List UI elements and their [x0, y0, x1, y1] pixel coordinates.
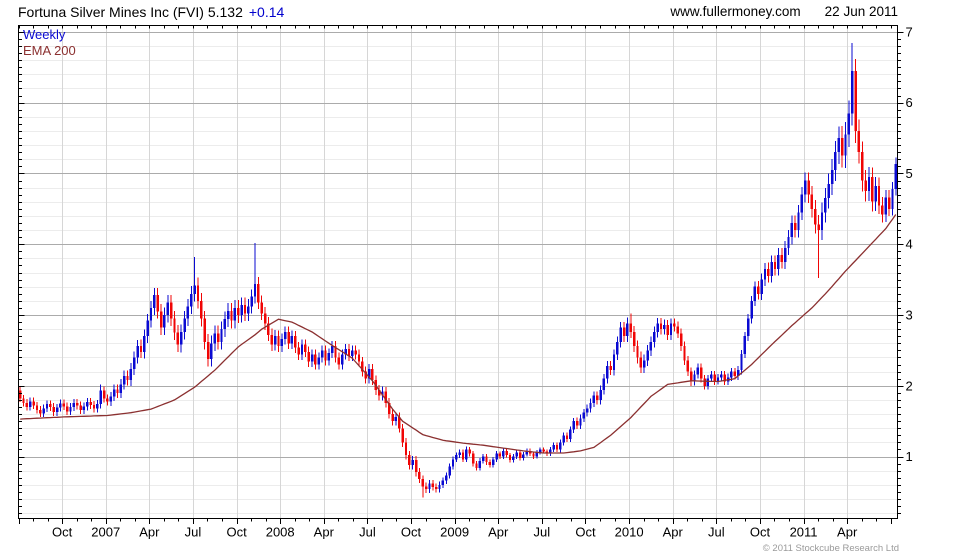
plot-frame [18, 25, 898, 519]
svg-text:2007: 2007 [91, 525, 120, 540]
svg-text:3: 3 [906, 308, 913, 323]
svg-text:5: 5 [906, 166, 913, 181]
website-text: www.fullermoney.com [670, 4, 801, 19]
chart-title: Fortuna Silver Mines Inc (FVI) 5.132 +0.1… [18, 4, 284, 20]
header-right: www.fullermoney.com 22 Jun 2011 [670, 4, 898, 19]
y-axis-labels: 1 2 3 4 5 6 7 [906, 24, 913, 464]
svg-text:7: 7 [906, 24, 913, 39]
svg-text:Apr: Apr [663, 525, 684, 540]
svg-text:2011: 2011 [790, 525, 818, 540]
price-change: +0.14 [248, 4, 285, 20]
svg-text:Oct: Oct [401, 525, 422, 540]
ema-200-line [20, 214, 897, 454]
svg-text:6: 6 [906, 95, 913, 110]
svg-text:1: 1 [906, 449, 913, 464]
axis-ticks [18, 25, 904, 524]
svg-text:Oct: Oct [226, 525, 247, 540]
svg-text:Apr: Apr [314, 525, 335, 540]
x-axis-labels: Oct 2007 Apr Jul Oct 2008 Apr Jul Oct 2009 Apr Jul O… [52, 525, 858, 540]
svg-text:2008: 2008 [266, 525, 295, 540]
svg-text:Jul: Jul [708, 525, 725, 540]
svg-text:Apr: Apr [139, 525, 160, 540]
legend-ema-200: EMA 200 [23, 43, 76, 58]
svg-text:2010: 2010 [615, 525, 644, 540]
gridlines-major [18, 32, 898, 458]
candlestick-series [18, 43, 898, 498]
svg-text:4: 4 [906, 237, 913, 252]
svg-text:Apr: Apr [488, 525, 509, 540]
svg-text:Jul: Jul [185, 525, 202, 540]
svg-text:Jul: Jul [534, 525, 551, 540]
copyright-notice: © 2011 Stockcube Research Ltd [762, 543, 899, 554]
legend-weekly: Weekly [23, 27, 66, 42]
svg-text:Oct: Oct [52, 525, 73, 540]
gridlines-vertical [62, 25, 848, 519]
svg-text:2: 2 [906, 378, 913, 393]
svg-text:Jul: Jul [359, 525, 376, 540]
svg-text:Apr: Apr [837, 525, 858, 540]
instrument-and-price: Fortuna Silver Mines Inc (FVI) 5.132 [18, 4, 243, 20]
svg-text:Oct: Oct [750, 525, 771, 540]
svg-text:Oct: Oct [575, 525, 596, 540]
date-text: 22 Jun 2011 [824, 4, 898, 19]
svg-text:2009: 2009 [440, 525, 469, 540]
gridlines-minor [18, 46, 898, 514]
